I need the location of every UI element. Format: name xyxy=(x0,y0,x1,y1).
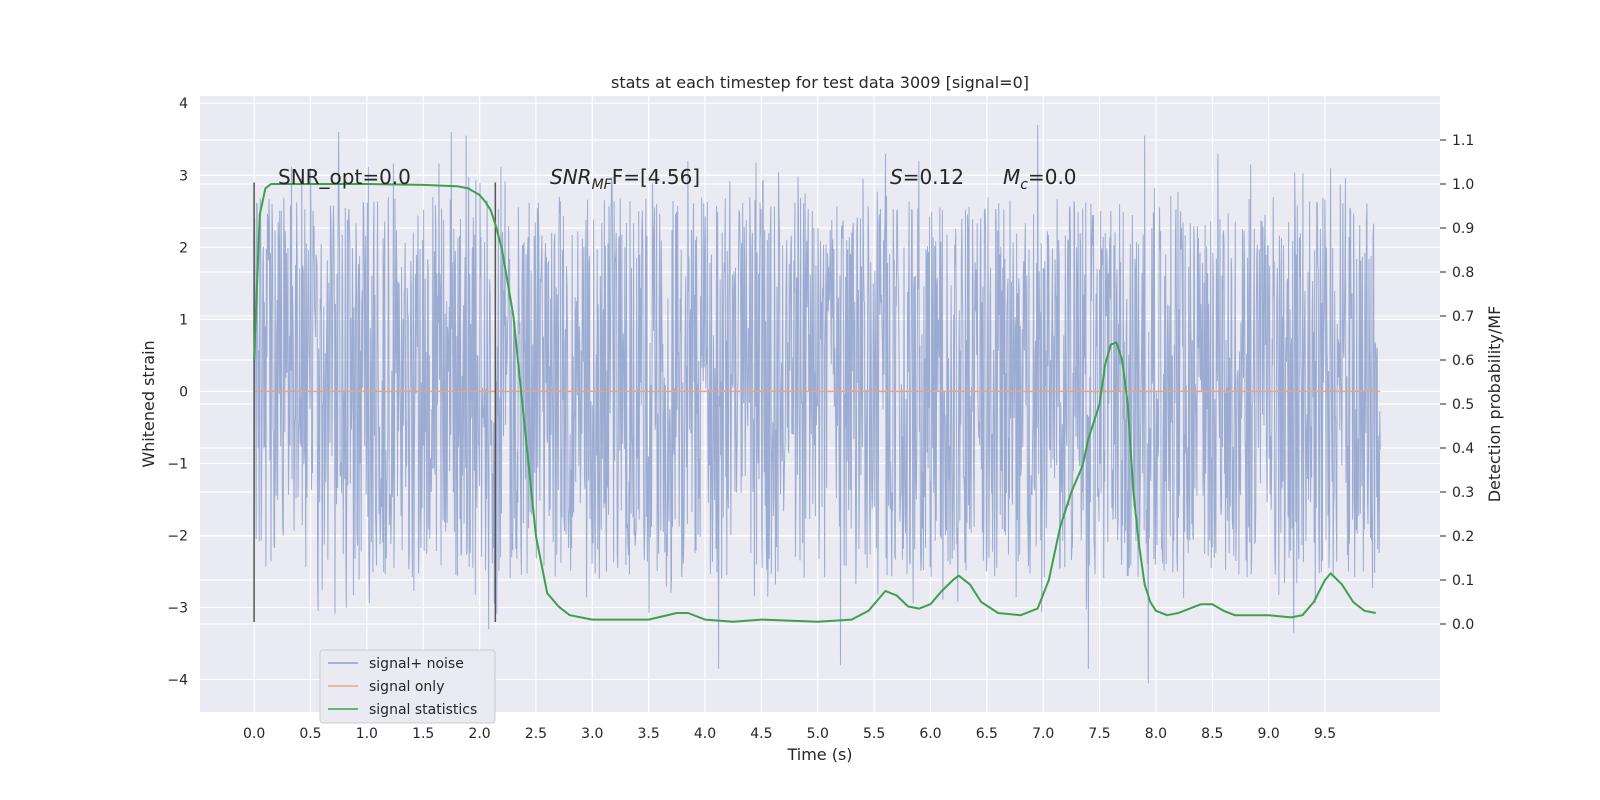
x-tick-label-13: 6.5 xyxy=(976,726,998,742)
y-tick-label-0: 4 xyxy=(179,96,188,112)
legend-box xyxy=(319,649,496,724)
annotation-mc-sub: c xyxy=(1020,177,1028,193)
legend: signal+ noise signal only signal statist… xyxy=(319,649,496,724)
y2-tick-label-1: 1.0 xyxy=(1452,177,1474,193)
y-tick-label-8: −4 xyxy=(167,673,188,689)
y-tick-label-6: −2 xyxy=(167,528,188,544)
x-tick-label-6: 3.0 xyxy=(581,726,603,742)
chart-title: stats at each timestep for test data 300… xyxy=(611,73,1029,92)
y2-tick-label-11: 0.0 xyxy=(1452,617,1474,633)
x-tick-label-8: 4.0 xyxy=(694,726,716,742)
x-tick-label-12: 6.0 xyxy=(919,726,941,742)
y2-axis-label: Detection probability/MF xyxy=(1485,306,1504,503)
x-tick-label-16: 8.0 xyxy=(1145,726,1167,742)
y2-tick-label-7: 0.4 xyxy=(1452,441,1474,457)
signal-statistics-line xyxy=(253,183,1376,623)
x-tick-label-2: 1.0 xyxy=(356,726,378,742)
x-tick-label-4: 2.0 xyxy=(468,726,490,742)
y2-tick-label-3: 0.8 xyxy=(1452,265,1474,281)
y-axis-ticks: 4 3 2 1 0 −1 −2 −3 −4 xyxy=(167,96,188,688)
y-tick-label-3: 1 xyxy=(179,312,188,328)
y-tick-label-1: 3 xyxy=(179,168,188,184)
y-tick-label-2: 2 xyxy=(179,240,188,256)
y-tick-label-5: −1 xyxy=(167,456,188,472)
series-signal-statistics xyxy=(253,183,1376,623)
x-tick-label-10: 5.0 xyxy=(807,726,829,742)
annotation-mc-var: M xyxy=(1003,165,1020,189)
y-tick-label-4: 0 xyxy=(179,384,188,400)
y2-tick-label-4: 0.7 xyxy=(1452,309,1474,325)
annotation-snr-opt: SNR_opt=0.0 xyxy=(278,165,411,189)
annotations: SNR_opt=0.0 SNRMFF=[4.56] S=0.12 Mc=0.0 xyxy=(278,165,1077,193)
y2-tick-label-6: 0.5 xyxy=(1452,397,1474,413)
annotation-snr-mf-base: SNR xyxy=(550,165,592,189)
y-axis-label: Whitened strain xyxy=(139,340,158,467)
y2-tick-label-5: 0.6 xyxy=(1452,353,1474,369)
signal-noise-line xyxy=(253,124,1381,684)
x-tick-label-11: 5.5 xyxy=(863,726,885,742)
x-axis-ticks: 0.0 0.5 1.0 1.5 2.0 2.5 3.0 3.5 4.0 4.5 5.0 5.5 6.0 6… xyxy=(243,726,1336,742)
annotation-mc: Mc=0.0 xyxy=(1003,165,1077,193)
x-tick-label-14: 7.0 xyxy=(1032,726,1054,742)
annotation-snr-mf-sub: MF xyxy=(592,177,613,193)
x-tick-label-15: 7.5 xyxy=(1088,726,1110,742)
x-tick-label-9: 4.5 xyxy=(750,726,772,742)
y2-tick-label-10: 0.1 xyxy=(1452,573,1474,589)
y2-tick-label-0: 1.1 xyxy=(1452,133,1474,149)
y2-tick-label-2: 0.9 xyxy=(1452,221,1474,237)
x-tick-label-5: 2.5 xyxy=(525,726,547,742)
annotation-s-var: S xyxy=(890,165,903,189)
x-tick-label-19: 9.5 xyxy=(1314,726,1336,742)
x-tick-label-18: 9.0 xyxy=(1258,726,1280,742)
y2-tick-label-9: 0.2 xyxy=(1452,529,1474,545)
x-tick-label-17: 8.5 xyxy=(1201,726,1223,742)
annotation-s-rest: =0.12 xyxy=(903,165,964,189)
annotation-snr-mf-rest: F=[4.56] xyxy=(612,165,700,189)
annotation-s: S=0.12 xyxy=(890,165,964,189)
x-tick-label-7: 3.5 xyxy=(638,726,660,742)
y-tick-label-7: −3 xyxy=(167,601,188,617)
legend-label-signal-noise: signal+ noise xyxy=(369,656,464,672)
legend-label-signal-only: signal only xyxy=(369,679,444,695)
legend-label-signal-statistics: signal statistics xyxy=(369,702,477,718)
x-tick-label-3: 1.5 xyxy=(412,726,434,742)
series-signal-noise xyxy=(253,124,1381,684)
marker-lines xyxy=(253,182,497,622)
y2-tick-label-8: 0.3 xyxy=(1452,485,1474,501)
x-tick-label-0: 0.0 xyxy=(243,726,265,742)
x-axis-label: Time (s) xyxy=(786,745,852,764)
annotation-snr-mf: SNRMFF=[4.56] xyxy=(550,165,700,193)
x-tick-label-1: 0.5 xyxy=(299,726,321,742)
annotation-mc-rest: =0.0 xyxy=(1028,165,1077,189)
y2-axis-ticks: 1.1 1.0 0.9 0.8 0.7 0.6 0.5 0.4 0.3 0.2 0.1 0.0 xyxy=(1440,133,1474,633)
